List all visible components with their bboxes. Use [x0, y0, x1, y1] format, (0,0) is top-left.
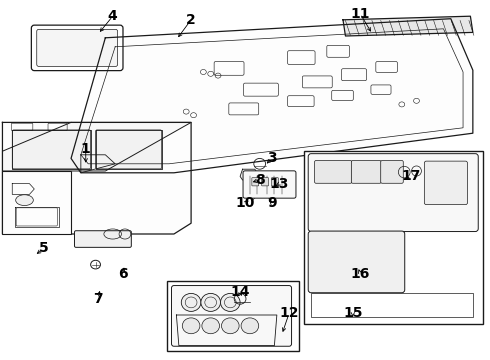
Text: 16: 16: [350, 267, 370, 280]
FancyBboxPatch shape: [308, 231, 405, 293]
Bar: [167, 281, 299, 351]
Bar: [304, 151, 483, 324]
FancyBboxPatch shape: [308, 154, 478, 231]
Text: 12: 12: [279, 306, 299, 320]
FancyBboxPatch shape: [243, 171, 296, 198]
Ellipse shape: [16, 195, 33, 206]
Text: 6: 6: [118, 267, 127, 280]
Text: 2: 2: [186, 13, 196, 27]
Polygon shape: [71, 19, 473, 173]
Text: 11: 11: [350, 7, 370, 21]
Polygon shape: [81, 155, 115, 173]
FancyBboxPatch shape: [74, 231, 131, 247]
Text: 13: 13: [270, 177, 289, 190]
Ellipse shape: [181, 293, 201, 311]
Bar: [311, 293, 473, 317]
Text: 9: 9: [267, 197, 277, 210]
Text: 17: 17: [402, 170, 421, 183]
FancyBboxPatch shape: [37, 30, 118, 66]
Text: 15: 15: [343, 306, 363, 320]
FancyBboxPatch shape: [351, 161, 381, 183]
FancyBboxPatch shape: [262, 178, 269, 186]
Text: 3: 3: [267, 152, 277, 165]
Polygon shape: [2, 122, 191, 171]
Ellipse shape: [202, 318, 220, 334]
Ellipse shape: [220, 293, 240, 311]
Polygon shape: [96, 130, 162, 169]
Polygon shape: [240, 169, 257, 180]
Text: 4: 4: [108, 9, 118, 23]
Text: 7: 7: [93, 292, 103, 306]
Bar: [2, 171, 71, 234]
FancyBboxPatch shape: [424, 161, 467, 204]
Text: 10: 10: [235, 197, 255, 210]
Polygon shape: [15, 207, 59, 227]
Polygon shape: [12, 184, 34, 194]
FancyBboxPatch shape: [271, 178, 278, 186]
FancyBboxPatch shape: [315, 161, 352, 183]
Text: 5: 5: [39, 242, 49, 255]
Polygon shape: [2, 122, 191, 234]
FancyBboxPatch shape: [252, 178, 259, 186]
FancyBboxPatch shape: [172, 285, 292, 346]
Ellipse shape: [241, 318, 259, 334]
Polygon shape: [12, 130, 91, 169]
Text: 14: 14: [230, 285, 250, 298]
Ellipse shape: [201, 293, 220, 311]
Text: 1: 1: [81, 143, 91, 156]
Polygon shape: [176, 315, 277, 346]
Ellipse shape: [182, 318, 200, 334]
Text: 8: 8: [255, 173, 265, 187]
FancyBboxPatch shape: [381, 161, 403, 183]
Polygon shape: [343, 16, 473, 36]
Ellipse shape: [221, 318, 239, 334]
